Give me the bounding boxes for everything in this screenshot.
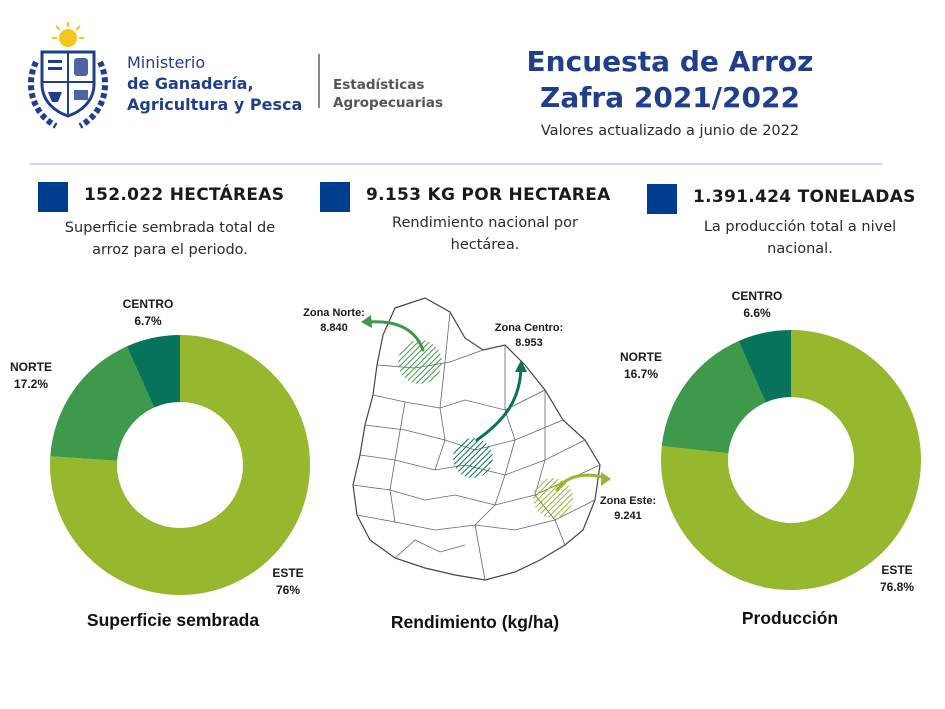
label-centro-superficie-name: CENTRO [122, 297, 174, 311]
zone-norte-marker [398, 340, 442, 384]
kpi-description-1-line2: arroz para el periodo. [92, 242, 248, 258]
page-subtitle: Valores actualizado a junio de 2022 [540, 123, 800, 139]
unit-line2: Agropecuarias [333, 95, 444, 111]
zone-este-value: 9.241 [614, 510, 642, 522]
ministry-line2: de Ganadería, [127, 74, 254, 93]
kpi-description-3-line1: La producción total a nivel [703, 219, 897, 235]
ministry-name: Ministerio de Ganadería, Agricultura y P… [127, 52, 302, 115]
label-norte-produccion-value: 16.7% [623, 367, 659, 381]
superficie-slice-este [49, 335, 310, 595]
unit-line1: Estadísticas [333, 77, 425, 93]
uruguay-map [352, 297, 611, 581]
produccion-slice-norte [661, 340, 766, 454]
header-rule [30, 163, 882, 165]
zone-centro-value: 8.953 [515, 337, 543, 349]
zone-centro-arrow [475, 366, 523, 442]
kpi-description-3: La producción total a nivel nacional. [660, 216, 940, 260]
kpi-description-1: Superficie sembrada total de arroz para … [30, 217, 310, 261]
kpi-description-2-line1: Rendimiento nacional por [392, 215, 578, 231]
caption-produccion: Producción [741, 608, 839, 628]
label-este-superficie-value: 76% [275, 583, 301, 597]
label-centro-superficie-value: 6.7% [134, 314, 162, 328]
page-title: Encuesta de Arroz Zafra 2021/2022 [470, 44, 870, 116]
label-este-superficie-name: ESTE [272, 566, 304, 580]
kpi-description-2-line2: hectárea. [450, 237, 520, 253]
title-line2: Zafra 2021/2022 [540, 81, 800, 114]
kpi-square-2 [320, 182, 350, 212]
unit-name: Estadísticas Agropecuarias [333, 76, 443, 112]
label-este-superficie: ESTE 76% [260, 565, 316, 599]
label-centro-produccion-name: CENTRO [731, 289, 783, 303]
donut-chart-produccion [661, 330, 921, 590]
produccion-slice-centro [738, 330, 791, 403]
kpi-value-2: 9.153 KG POR HECTAREA [366, 185, 611, 205]
label-norte-produccion-name: NORTE [620, 350, 662, 364]
label-norte-superficie-value: 17.2% [13, 377, 49, 391]
ministry-line3: Agricultura y Pesca [127, 95, 303, 114]
superficie-slice-centro [126, 335, 180, 408]
label-centro-produccion-value: 6.6% [743, 306, 771, 320]
label-este-produccion-name: ESTE [881, 563, 913, 577]
zone-centro-marker [453, 438, 493, 478]
coat-of-arms-logo [27, 22, 109, 129]
caption-superficie: Superficie sembrada [86, 610, 260, 630]
kpi-value-3: 1.391.424 TONELADAS [693, 187, 916, 207]
zone-norte-label: Zona Norte: 8.840 [289, 306, 379, 336]
sun-icon [52, 22, 84, 47]
kpi-description-2: Rendimiento nacional por hectárea. [340, 212, 630, 256]
kpi-description-3-line2: nacional. [767, 241, 833, 257]
zone-norte-value: 8.840 [320, 322, 348, 334]
label-norte-superficie: NORTE 17.2% [6, 359, 56, 393]
superficie-slice-norte [50, 346, 155, 461]
label-centro-superficie: CENTRO 6.7% [118, 296, 178, 330]
zone-norte-name: Zona Norte: [303, 307, 365, 319]
zone-centro-name: Zona Centro: [494, 322, 564, 334]
zone-centro-label: Zona Centro: 8.953 [484, 321, 574, 351]
header-divider [318, 54, 320, 108]
label-este-produccion-value: 76.8% [879, 580, 915, 594]
caption-rendimiento: Rendimiento (kg/ha) [390, 612, 560, 632]
kpi-square-3 [647, 184, 677, 214]
label-norte-produccion: NORTE 16.7% [615, 349, 667, 383]
zone-norte-arrow [365, 320, 425, 352]
zone-este-marker [533, 478, 573, 518]
title-line1: Encuesta de Arroz [526, 45, 814, 78]
kpi-value-1: 152.022 HECTÁREAS [84, 185, 285, 205]
label-centro-produccion: CENTRO 6.6% [726, 288, 788, 322]
kpi-square-1 [38, 182, 68, 212]
ministry-line1: Ministerio [127, 53, 206, 72]
zone-este-label: Zona Este: 9.241 [588, 494, 668, 524]
zone-este-name: Zona Este: [599, 495, 657, 507]
produccion-slice-este [661, 330, 921, 590]
label-este-produccion: ESTE 76.8% [867, 562, 927, 596]
donut-chart-superficie [49, 335, 310, 595]
kpi-description-1-line1: Superficie sembrada total de [64, 220, 276, 236]
label-norte-superficie-name: NORTE [10, 360, 52, 374]
